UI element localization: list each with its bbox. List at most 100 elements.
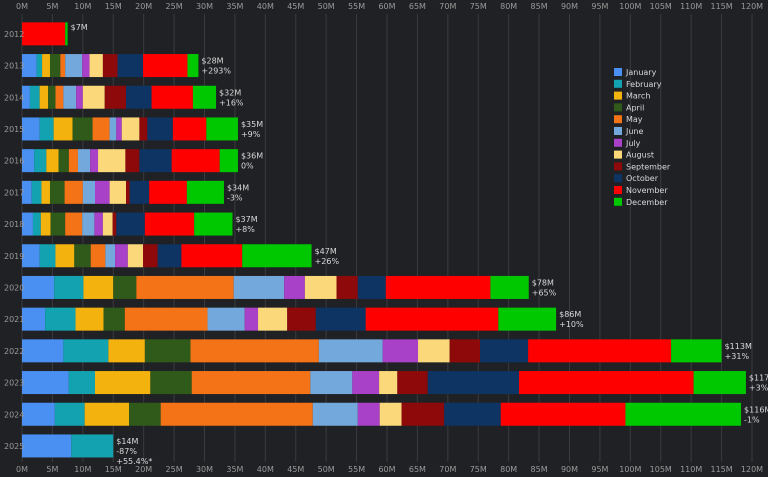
bar-segment-october	[129, 180, 150, 204]
x-tick-label-bottom: 90M	[561, 465, 578, 474]
x-tick-label-bottom: 15M	[105, 465, 122, 474]
bar-segment-may	[60, 54, 66, 78]
x-tick-label-top: 0M	[16, 2, 28, 11]
bar-segment-august	[418, 339, 450, 363]
bar-segment-april	[129, 402, 161, 426]
bar-segment-february	[54, 402, 85, 426]
x-tick-label-bottom: 100M	[619, 465, 641, 474]
bar-segment-july	[115, 244, 128, 268]
bar-segment-march	[41, 180, 50, 204]
bar-segment-december	[625, 402, 742, 426]
bar-segment-february	[63, 339, 109, 363]
bar-segment-july	[76, 85, 83, 109]
x-tick-label-top: 65M	[409, 2, 426, 11]
x-tick-label-top: 75M	[470, 2, 487, 11]
total-label: $113M	[725, 342, 752, 351]
y-tick-label: 2020	[4, 283, 24, 292]
bar-segment-may	[136, 275, 234, 299]
bar-segment-may	[64, 180, 83, 204]
bar-segment-february	[29, 85, 40, 109]
x-tick-label-bottom: 85M	[531, 465, 548, 474]
legend-label-july: July	[625, 139, 641, 148]
x-tick-label-bottom: 115M	[710, 465, 732, 474]
y-tick-label: 2012	[4, 30, 24, 39]
x-tick-label-bottom: 45M	[287, 465, 304, 474]
x-tick-label-bottom: 40M	[257, 465, 274, 474]
bar-segment-march	[40, 212, 51, 236]
bar-segment-november	[22, 22, 66, 46]
total-label: $117M	[749, 374, 768, 383]
bar-segment-april	[72, 117, 93, 141]
change-label: +3%	[749, 384, 768, 393]
bar-segment-october	[116, 212, 145, 236]
x-tick-label-top: 10M	[74, 2, 91, 11]
x-tick-label-top: 50M	[318, 2, 335, 11]
total-label: $14M	[116, 437, 138, 446]
x-tick-label-top: 110M	[680, 2, 702, 11]
bar-segment-december	[186, 180, 224, 204]
bar-segment-may	[90, 244, 106, 268]
bar-segment-april	[150, 371, 192, 395]
legend-label-september: September	[626, 162, 671, 171]
x-tick-label-top: 85M	[531, 2, 548, 11]
bar-segment-july	[90, 149, 99, 173]
x-tick-label-top: 5M	[46, 2, 58, 11]
bar-segment-march	[84, 402, 130, 426]
legend-swatch-july	[614, 138, 622, 147]
bar-segment-august	[89, 54, 103, 78]
bar-segment-february	[68, 371, 95, 395]
bar-segment-august	[258, 307, 288, 331]
bar-segment-january	[22, 244, 40, 268]
bar-segment-november	[528, 339, 672, 363]
legend: January February March April May June July Augu…	[614, 68, 671, 207]
legend-label-december: December	[626, 198, 668, 207]
x-tick-label-top: 105M	[650, 2, 672, 11]
bar-segment-april	[74, 244, 91, 268]
bar-segment-september	[397, 371, 428, 395]
y-tick-label: 2013	[4, 62, 24, 71]
bar-segment-august	[102, 212, 113, 236]
x-tick-label-bottom: 110M	[680, 465, 702, 474]
bar-segment-april	[50, 212, 66, 236]
x-tick-label-bottom: 55M	[348, 465, 365, 474]
bar-segment-february	[34, 149, 47, 173]
bar-segment-november	[149, 180, 187, 204]
bar-segment-june	[207, 307, 245, 331]
bar-segment-march	[39, 85, 49, 109]
legend-swatch-january	[614, 68, 622, 76]
y-tick-label: 2025	[4, 442, 24, 451]
bar-segment-august	[379, 402, 402, 426]
bar-segment-october	[480, 339, 529, 363]
bar-segment-december	[490, 275, 529, 299]
x-tick-label-top: 25M	[166, 2, 183, 11]
bar-segment-may	[65, 212, 83, 236]
bar-segment-july	[94, 212, 103, 236]
total-label: $47M	[315, 247, 337, 256]
x-tick-label-bottom: 70M	[439, 465, 456, 474]
bar-segment-january	[22, 371, 69, 395]
bar-segment-october	[357, 275, 386, 299]
bar-segment-december	[206, 117, 238, 141]
bar-segment-december	[219, 149, 238, 173]
legend-swatch-october	[614, 174, 622, 183]
bar-segment-july	[82, 54, 90, 78]
change-label: +9%	[241, 130, 261, 139]
bar-segment-august	[109, 180, 127, 204]
total-label: $36M	[241, 152, 263, 161]
bar-segment-june	[318, 339, 383, 363]
bar-segment-february	[36, 54, 43, 78]
bar-segment-november	[385, 275, 491, 299]
x-tick-label-bottom: 5M	[46, 465, 58, 474]
legend-label-january: January	[625, 68, 657, 77]
bar-segment-december	[187, 54, 199, 78]
bar-segment-november	[181, 244, 243, 268]
bar-segment-october	[117, 54, 144, 78]
legend-swatch-december	[614, 197, 622, 206]
bar-segment-february	[39, 117, 54, 141]
bar-segment-june	[82, 212, 95, 236]
change-label: +31%	[725, 352, 750, 361]
x-tick-label-top: 60M	[378, 2, 395, 11]
legend-label-november: November	[626, 186, 668, 195]
